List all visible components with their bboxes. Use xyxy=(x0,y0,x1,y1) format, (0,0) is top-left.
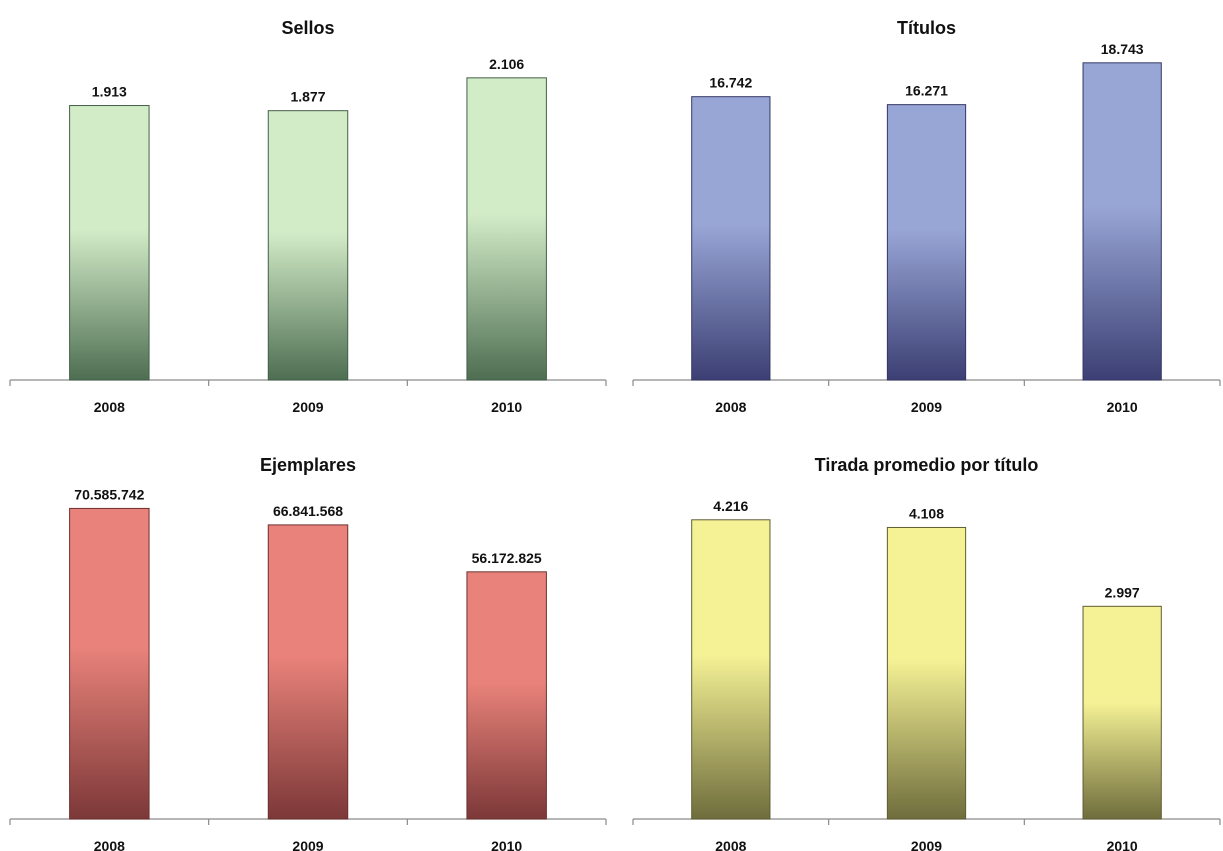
x-tick-label: 2008 xyxy=(94,399,125,415)
data-label: 2.106 xyxy=(489,56,524,72)
x-tick-label: 2010 xyxy=(1107,838,1138,851)
chart-2: Títulos 16.742 2008 16.271 2009 18.743 2010 xyxy=(632,18,1221,415)
x-tick-label: 2008 xyxy=(715,838,746,851)
bar-2008 xyxy=(69,105,150,381)
bar-2009 xyxy=(886,526,967,820)
chart-title: Títulos xyxy=(897,18,956,38)
x-tick-label: 2010 xyxy=(491,399,522,415)
bar-2008 xyxy=(69,507,150,820)
x-tick-label: 2008 xyxy=(715,399,746,415)
data-label: 16.271 xyxy=(905,83,948,99)
x-tick-label: 2008 xyxy=(94,838,125,851)
x-tick-label: 2009 xyxy=(911,399,942,415)
x-tick-label: 2009 xyxy=(911,838,942,851)
data-label: 1.913 xyxy=(92,84,127,100)
x-tick-label: 2010 xyxy=(491,838,522,851)
bar-2008 xyxy=(691,96,771,381)
x-tick-label: 2009 xyxy=(292,838,323,851)
chart-title: Sellos xyxy=(281,18,334,38)
chart-4: Tirada promedio por título 4.216 2008 4.108… xyxy=(632,455,1221,851)
bar-2010 xyxy=(466,77,547,381)
bar-2009 xyxy=(886,104,967,381)
bar-2010 xyxy=(466,571,547,820)
data-label: 16.742 xyxy=(709,75,752,91)
bar-2008 xyxy=(691,519,771,820)
chart-title: Ejemplares xyxy=(260,455,356,475)
x-tick-label: 2009 xyxy=(292,399,323,415)
data-label: 66.841.568 xyxy=(273,503,343,519)
chart-3: Ejemplares 70.585.742 2008 66.841.568 2009 56… xyxy=(9,455,607,851)
data-label: 2.997 xyxy=(1105,584,1140,600)
data-label: 1.877 xyxy=(290,89,325,105)
data-label: 4.108 xyxy=(909,505,944,521)
bar-2009 xyxy=(267,524,349,820)
chart-title: Tirada promedio por título xyxy=(815,455,1039,475)
data-label: 4.216 xyxy=(713,498,748,514)
bar-2010 xyxy=(1082,62,1162,381)
data-label: 18.743 xyxy=(1101,41,1144,57)
data-label: 56.172.825 xyxy=(472,550,542,566)
x-tick-label: 2010 xyxy=(1107,399,1138,415)
bar-2009 xyxy=(267,110,349,381)
chart-1: Sellos 1.913 2008 1.877 2009 2.106 2010 xyxy=(9,18,607,415)
bar-2010 xyxy=(1082,605,1162,820)
data-label: 70.585.742 xyxy=(74,486,144,502)
